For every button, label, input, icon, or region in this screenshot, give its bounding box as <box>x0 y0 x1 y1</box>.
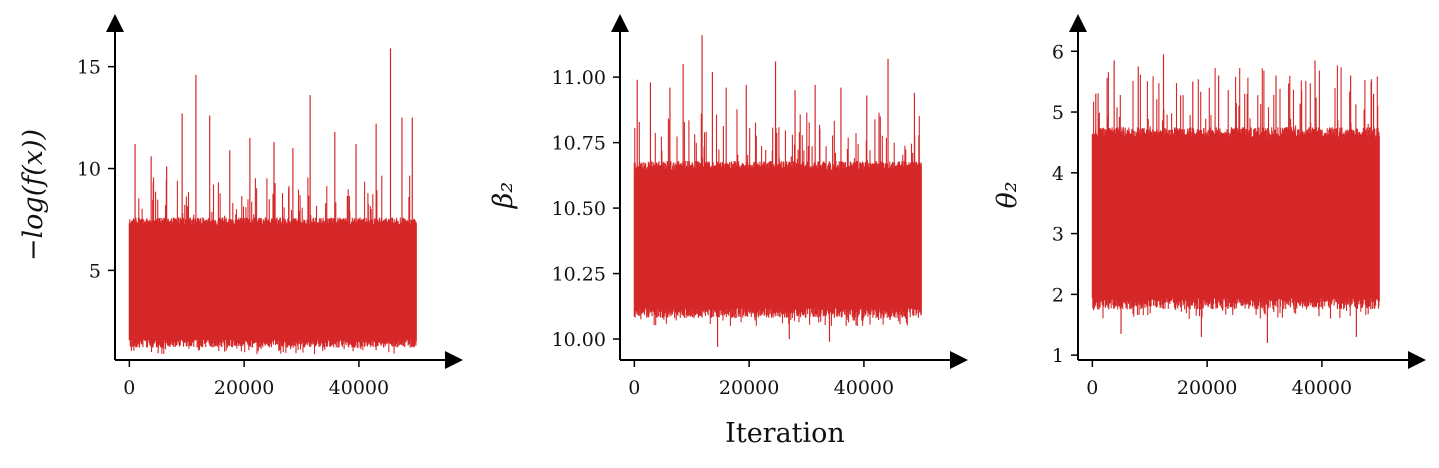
y-axis-label: −log(f(x)) <box>18 129 49 261</box>
x-tick-label: 40000 <box>834 377 894 399</box>
y-axis-arrow-icon <box>1069 14 1087 32</box>
y-axis-label: θ₂ <box>992 181 1023 208</box>
x-axis-arrow-icon <box>950 351 968 369</box>
panel-theta-2: 0 20000 40000 1 2 3 4 5 6 θ₂ <box>992 14 1426 399</box>
trace-series <box>128 48 417 355</box>
y-tick-label: 10.00 <box>552 329 606 351</box>
x-axis-arrow-icon <box>445 351 463 369</box>
panel-neg-log-density: 0 20000 40000 5 10 15 −log(f(x)) <box>18 14 463 399</box>
y-tick-label: 10.75 <box>552 133 606 155</box>
x-tick-label: 0 <box>1086 377 1098 399</box>
y-tick-label: 3 <box>1052 224 1064 246</box>
x-tick-label: 40000 <box>329 377 389 399</box>
y-axis-arrow-icon <box>106 14 124 32</box>
y-tick-label: 5 <box>1052 102 1064 124</box>
x-tick-label: 20000 <box>1177 377 1237 399</box>
y-tick-label: 15 <box>77 57 101 79</box>
y-tick-label: 10.25 <box>552 264 606 286</box>
trace-core <box>1092 149 1380 299</box>
x-axis-arrow-icon <box>1408 351 1426 369</box>
y-axis-label: β₂ <box>488 182 519 209</box>
y-tick-label: 5 <box>89 260 101 282</box>
y-tick-label: 6 <box>1052 41 1064 63</box>
y-tick-label: 4 <box>1052 163 1064 185</box>
x-tick-label: 0 <box>628 377 640 399</box>
y-tick-label: 10.50 <box>552 198 606 220</box>
x-axis-label: Iteration <box>725 418 845 449</box>
y-axis-arrow-icon <box>611 14 629 32</box>
trace-core <box>129 233 417 340</box>
trace-core <box>634 179 922 309</box>
trace-series <box>1091 54 1380 343</box>
y-tick-label: 10 <box>77 159 101 181</box>
x-tick-label: 20000 <box>719 377 779 399</box>
x-tick-label: 20000 <box>214 377 274 399</box>
x-tick-label: 0 <box>123 377 135 399</box>
panel-beta-2: 0 20000 40000 10.00 10.25 10.50 10.75 11.00 β₂ <box>488 14 968 399</box>
x-tick-label: 40000 <box>1292 377 1352 399</box>
trace-series <box>633 35 922 347</box>
y-tick-label: 11.00 <box>552 67 606 89</box>
y-tick-label: 1 <box>1052 345 1064 367</box>
y-tick-label: 2 <box>1052 284 1064 306</box>
